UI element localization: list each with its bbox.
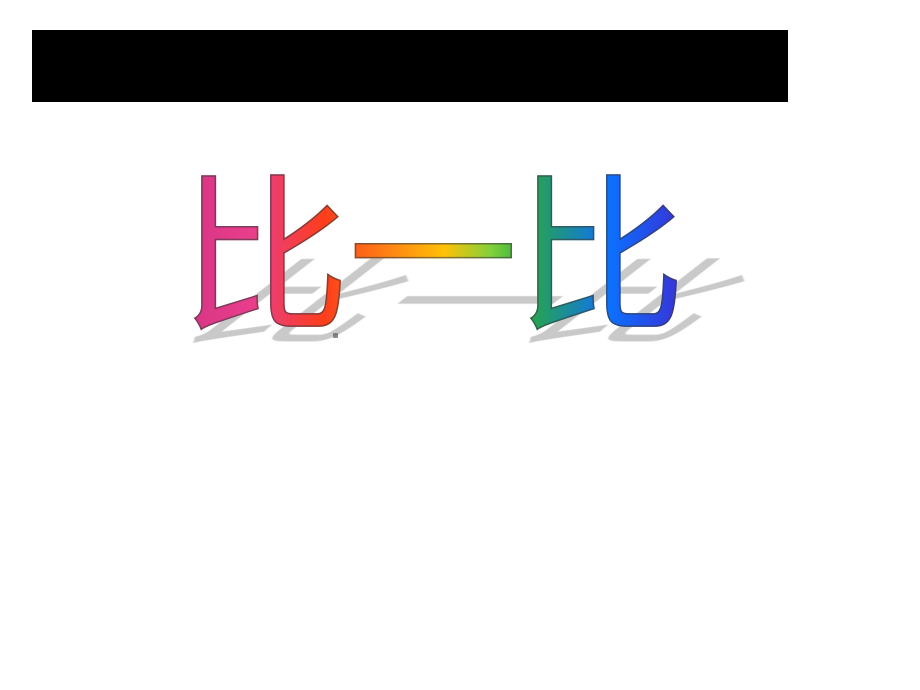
title-wordart: 比一比 比一比 [180,160,780,360]
title-text: 比一比 [180,160,780,360]
header-black-bar [32,30,788,102]
footer-dot [333,333,338,338]
